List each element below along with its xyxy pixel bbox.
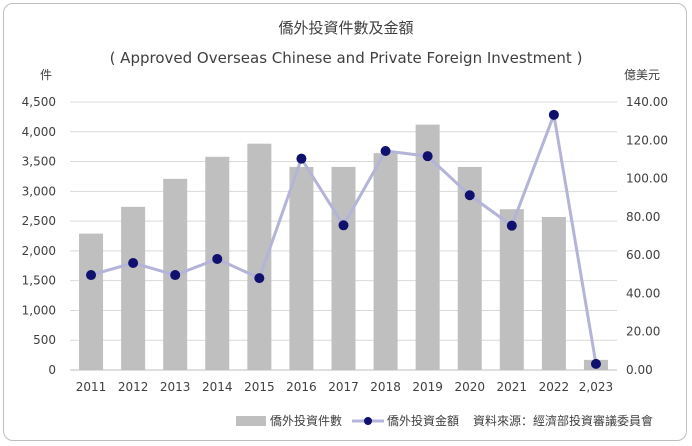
- line-point: [548, 109, 559, 120]
- line-point: [128, 257, 139, 268]
- line-point: [464, 190, 475, 201]
- line-point: [296, 153, 307, 164]
- x-tick-label: 2013: [160, 380, 191, 394]
- line-point: [380, 146, 391, 157]
- line-point: [86, 270, 97, 281]
- x-tick-label: 2020: [454, 380, 485, 394]
- bar: [373, 153, 398, 370]
- left-tick-label: 500: [33, 333, 56, 347]
- left-tick-label: 3,000: [22, 184, 56, 198]
- left-tick-label: 1,000: [22, 303, 56, 317]
- legend-line-label: 僑外投資金額: [387, 413, 459, 428]
- right-tick-label: 60.00: [626, 248, 660, 262]
- x-tick-label: 2021: [497, 380, 528, 394]
- bar: [499, 209, 524, 370]
- x-tick-label: 2015: [244, 380, 275, 394]
- bar: [79, 233, 104, 370]
- x-tick-label: 2012: [118, 380, 149, 394]
- left-axis-ticks: 0 500 1,000 1,500 2,000 2,500 3,000 3,500 4,000 4…: [22, 95, 56, 377]
- line-point: [590, 358, 601, 369]
- left-tick-label: 1,500: [22, 274, 56, 288]
- legend: 僑外投資件數 僑外投資金額: [236, 413, 459, 428]
- bar: [121, 206, 146, 370]
- line-point: [212, 253, 223, 264]
- right-tick-label: 20.00: [626, 325, 660, 339]
- line-point: [170, 270, 181, 281]
- bar: [541, 216, 566, 370]
- right-axis-ticks: 0.00 20.00 40.00 60.00 80.00 100.00 120.00 140.…: [626, 95, 668, 377]
- x-tick-label: 2022: [539, 380, 570, 394]
- line-point: [254, 273, 265, 284]
- x-tick-label: 2018: [370, 380, 401, 394]
- left-tick-label: 2,000: [22, 244, 56, 258]
- left-tick-label: 3,500: [22, 155, 56, 169]
- x-axis-ticks: 2011 2012 2013 2014 2015 2016 2017 2018 2019 2020…: [76, 380, 613, 394]
- line-point: [506, 220, 517, 231]
- line-point: [422, 151, 433, 162]
- bar: [331, 166, 356, 370]
- left-tick-label: 4,000: [22, 125, 56, 139]
- bar: [415, 124, 440, 371]
- left-axis-unit: 件: [40, 68, 52, 82]
- left-tick-label: 2,500: [22, 214, 56, 228]
- right-tick-label: 0.00: [626, 363, 653, 377]
- chart-title: 僑外投資件數及金額: [278, 19, 413, 37]
- x-tick-label: 2014: [202, 380, 233, 394]
- x-tick-label: 2016: [286, 380, 317, 394]
- right-tick-label: 40.00: [626, 286, 660, 300]
- left-tick-label: 4,500: [22, 95, 56, 109]
- chart-subtitle: ( Approved Overseas Chinese and Private …: [110, 49, 583, 67]
- x-tick-label: 2017: [328, 380, 359, 394]
- right-axis-unit: 億美元: [624, 68, 660, 82]
- legend-line-marker: [364, 417, 372, 425]
- legend-bar-label: 僑外投資件數: [270, 413, 342, 428]
- x-tick-label: 2,023: [579, 380, 613, 394]
- right-tick-label: 100.00: [626, 172, 668, 186]
- right-tick-label: 140.00: [626, 95, 668, 109]
- right-tick-label: 120.00: [626, 133, 668, 147]
- right-tick-label: 80.00: [626, 210, 660, 224]
- x-tick-label: 2011: [76, 380, 107, 394]
- bar: [289, 166, 314, 370]
- line-point: [338, 220, 349, 231]
- line-series: [86, 109, 601, 369]
- x-tick-label: 2019: [412, 380, 443, 394]
- source-note: 資料來源：經濟部投資審議委員會: [473, 413, 653, 428]
- legend-bar-swatch: [236, 416, 266, 426]
- left-tick-label: 0: [48, 363, 56, 377]
